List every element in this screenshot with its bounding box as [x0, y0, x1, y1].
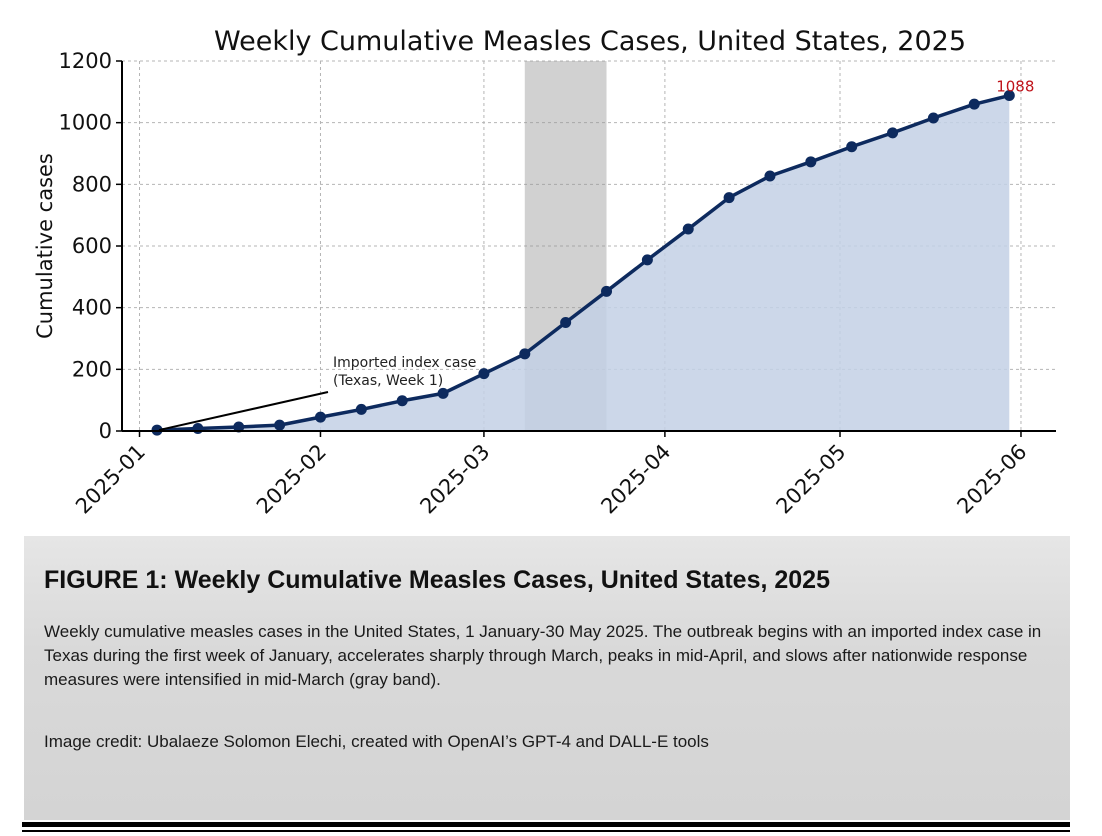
- data-point: [723, 192, 735, 204]
- x-tick-label: 2025-02: [252, 440, 331, 519]
- x-tick-label: 2025-04: [596, 440, 675, 519]
- caption-body: Weekly cumulative measles cases in the U…: [44, 622, 1042, 689]
- bottom-rule-thin: [22, 830, 1070, 832]
- y-tick-labels: 0 200 400 600 800 1000 1200: [59, 49, 112, 443]
- annotations: Imported index case (Texas, Week 1) 1088: [158, 78, 1034, 432]
- data-point: [682, 223, 694, 235]
- data-point: [805, 156, 817, 168]
- area-layer: [157, 95, 1010, 432]
- peak-value-label: 1088: [996, 78, 1034, 96]
- axes: [116, 60, 1056, 437]
- chart-title: Weekly Cumulative Measles Cases, United …: [214, 26, 966, 57]
- data-point: [968, 98, 980, 110]
- series-line: [156, 93, 1010, 432]
- data-point: [274, 419, 286, 431]
- data-point: [192, 423, 204, 435]
- x-tick-label: 2025-06: [952, 440, 1031, 519]
- data-point: [601, 285, 613, 297]
- data-point: [437, 387, 449, 399]
- y-tick-label: 1200: [59, 49, 112, 73]
- y-tick-label: 400: [72, 296, 112, 320]
- caption-title: FIGURE 1: Weekly Cumulative Measles Case…: [44, 566, 830, 594]
- data-point: [314, 411, 326, 423]
- data-point: [887, 127, 899, 139]
- series-area: [157, 95, 1010, 432]
- bottom-rule: [22, 822, 1070, 827]
- data-point: [355, 403, 367, 415]
- data-point: [478, 368, 490, 380]
- image-credit: Image credit: Ubalaeze Solomon Elechi, c…: [44, 732, 709, 751]
- y-tick-label: 600: [72, 234, 112, 258]
- y-tick-label: 200: [72, 357, 112, 381]
- data-point: [560, 316, 572, 328]
- index-case-annotation-line2: (Texas, Week 1): [333, 373, 443, 389]
- index-case-annotation-line1: Imported index case: [333, 355, 476, 371]
- y-tick-label: 0: [99, 419, 112, 443]
- data-point: [641, 254, 653, 266]
- data-points: [151, 90, 1015, 436]
- data-point: [846, 141, 858, 153]
- index-case-arrow: [158, 391, 329, 432]
- y-tick-label: 800: [72, 172, 112, 196]
- data-point: [927, 112, 939, 124]
- data-point: [519, 348, 531, 360]
- x-tick-labels: 2025-01 2025-02 2025-03 2025-04 2025-05 2025-…: [71, 440, 1031, 519]
- y-tick-label: 1000: [59, 111, 112, 135]
- figure-caption: FIGURE 1: Weekly Cumulative Measles Case…: [24, 536, 1070, 820]
- chart: Weekly Cumulative Measles Cases, United …: [33, 26, 1056, 519]
- data-point: [1003, 90, 1015, 102]
- data-point: [396, 395, 408, 407]
- x-tick-label: 2025-03: [415, 440, 494, 519]
- y-axis-label: Cumulative cases: [33, 153, 57, 339]
- data-point: [233, 421, 245, 433]
- x-tick-label: 2025-05: [772, 440, 851, 519]
- series-line-layer: [156, 93, 1010, 432]
- x-tick-label: 2025-01: [71, 440, 150, 519]
- data-point: [764, 170, 776, 182]
